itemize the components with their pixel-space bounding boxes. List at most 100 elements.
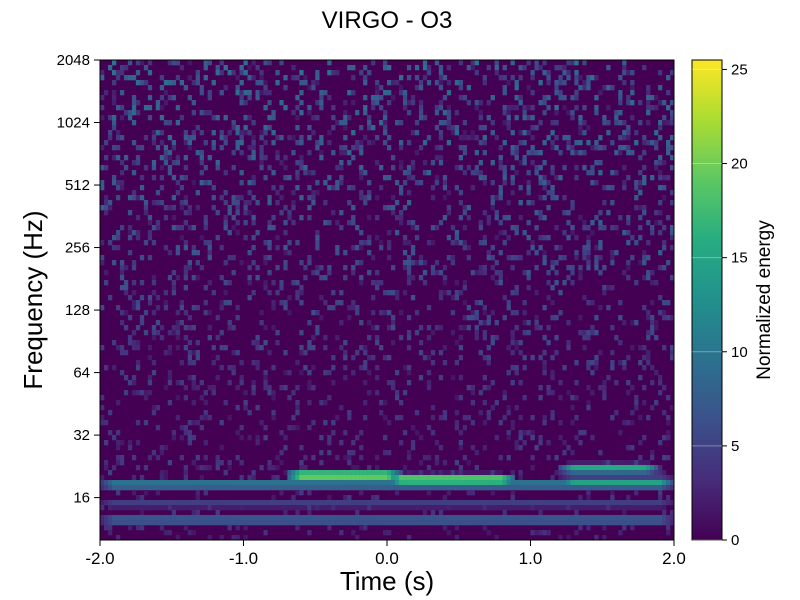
- heatmap-cell: [351, 300, 356, 306]
- heatmap-cell: [654, 325, 659, 331]
- heatmap-cell: [566, 505, 571, 511]
- heatmap-cell: [255, 335, 260, 341]
- heatmap-cell: [574, 465, 579, 471]
- heatmap-cell: [602, 465, 607, 471]
- heatmap-cell: [582, 515, 587, 521]
- heatmap-cell: [446, 530, 452, 536]
- heatmap-cell: [135, 70, 141, 76]
- heatmap-cell: [466, 485, 472, 491]
- heatmap-cell: [283, 305, 288, 311]
- heatmap-cell: [570, 505, 575, 511]
- heatmap-cell: [291, 415, 296, 421]
- heatmap-cell: [394, 295, 400, 301]
- heatmap-cell: [582, 520, 587, 526]
- heatmap-cell: [187, 95, 192, 101]
- heatmap-cell: [307, 170, 312, 176]
- heatmap-cell: [351, 440, 356, 446]
- heatmap-cell: [414, 225, 420, 231]
- heatmap-cell: [558, 480, 563, 486]
- heatmap-cell: [283, 175, 288, 181]
- heatmap-cell: [311, 195, 316, 201]
- heatmap-cell: [359, 365, 364, 371]
- heatmap-cell: [111, 145, 117, 151]
- heatmap-cell: [367, 140, 372, 146]
- heatmap-cell: [235, 315, 240, 321]
- heatmap-cell: [295, 185, 300, 191]
- heatmap-cell: [434, 515, 440, 521]
- heatmap-cell: [506, 235, 511, 241]
- heatmap-cell: [454, 410, 460, 416]
- heatmap-cell: [159, 75, 165, 81]
- heatmap-cell: [486, 250, 491, 256]
- heatmap-cell: [139, 255, 145, 261]
- heatmap-cell: [630, 500, 635, 506]
- heatmap-cell: [359, 140, 364, 146]
- heatmap-cell: [518, 340, 523, 346]
- heatmap-cell: [670, 485, 674, 491]
- heatmap-cell: [402, 95, 408, 101]
- heatmap-cell: [658, 520, 663, 526]
- heatmap-cell: [618, 340, 623, 346]
- heatmap-cell: [430, 485, 436, 491]
- heatmap-cell: [590, 325, 595, 331]
- heatmap-cell: [630, 100, 635, 106]
- heatmap-cell: [406, 365, 412, 371]
- heatmap-cell: [343, 355, 348, 361]
- heatmap-cell: [614, 465, 619, 471]
- heatmap-cell: [267, 220, 272, 226]
- heatmap-cell: [167, 460, 173, 466]
- heatmap-cell: [438, 120, 444, 126]
- heatmap-cell: [167, 155, 173, 161]
- heatmap-cell: [367, 470, 372, 476]
- heatmap-cell: [339, 225, 344, 231]
- heatmap-cell: [179, 205, 185, 211]
- colorbar-tick-label: 5: [731, 438, 739, 455]
- heatmap-cell: [438, 145, 444, 151]
- heatmap-cell: [299, 470, 304, 476]
- heatmap-cell: [498, 500, 503, 506]
- heatmap-cell: [343, 150, 348, 156]
- heatmap-cell: [478, 470, 483, 476]
- heatmap-cell: [394, 415, 400, 421]
- heatmap-cell: [662, 510, 667, 516]
- heatmap-cell: [131, 380, 137, 386]
- heatmap-cell: [323, 300, 328, 306]
- heatmap-cell: [259, 155, 264, 161]
- heatmap-cell: [331, 305, 336, 311]
- heatmap-cell: [598, 135, 603, 141]
- heatmap-cell: [414, 475, 420, 481]
- heatmap-cell: [578, 470, 583, 476]
- heatmap-cell: [578, 460, 583, 466]
- heatmap-cell: [255, 365, 260, 371]
- heatmap-cell: [634, 515, 639, 521]
- heatmap-cell: [634, 205, 639, 211]
- heatmap-cell: [506, 115, 511, 121]
- heatmap-cell: [163, 515, 169, 521]
- heatmap-cell: [287, 505, 292, 511]
- heatmap-cell: [151, 360, 157, 366]
- heatmap-cell: [610, 250, 615, 256]
- heatmap-cell: [107, 515, 113, 521]
- heatmap-cell: [474, 465, 479, 471]
- heatmap-cell: [339, 210, 344, 216]
- heatmap-cell: [666, 480, 671, 486]
- heatmap-cell: [163, 480, 169, 486]
- heatmap-cell: [103, 165, 109, 171]
- heatmap-cell: [343, 350, 348, 356]
- heatmap-cell: [434, 60, 440, 66]
- heatmap-cell: [450, 255, 456, 261]
- heatmap-cell: [251, 180, 256, 186]
- heatmap-cell: [299, 330, 304, 336]
- heatmap-cell: [351, 245, 356, 251]
- heatmap-cell: [367, 505, 372, 511]
- heatmap-cell: [267, 385, 272, 391]
- heatmap-cell: [490, 255, 495, 261]
- heatmap-cell: [215, 65, 220, 71]
- heatmap-cell: [518, 415, 523, 421]
- heatmap-cell: [470, 475, 475, 481]
- heatmap-cell: [550, 355, 555, 361]
- heatmap-cell: [183, 345, 188, 351]
- heatmap-cell: [335, 185, 340, 191]
- heatmap-cell: [454, 460, 460, 466]
- heatmap-cell: [594, 255, 599, 261]
